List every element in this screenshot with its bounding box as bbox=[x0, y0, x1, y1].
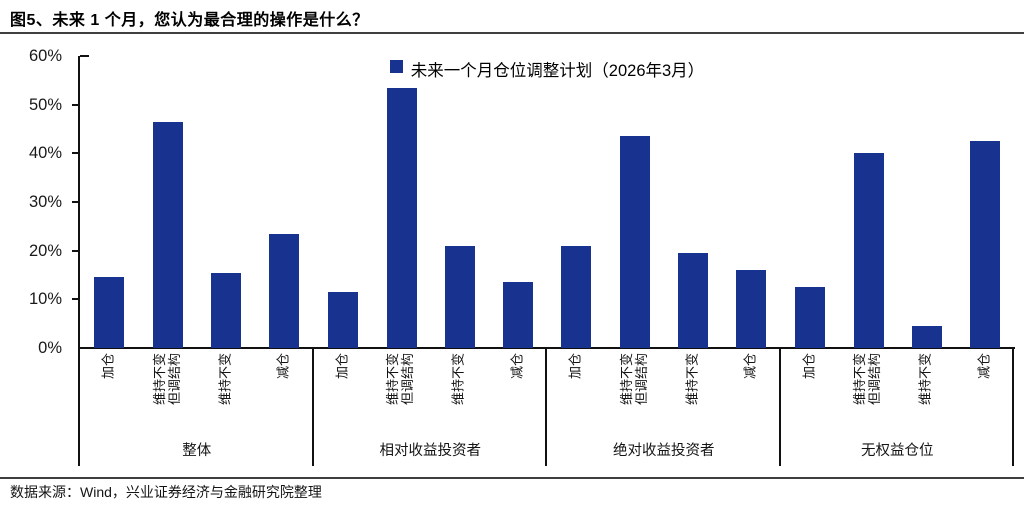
group-separator bbox=[1012, 348, 1014, 466]
x-category-label: 维持不变 bbox=[217, 353, 233, 406]
x-category-label: 减仓 bbox=[976, 353, 992, 380]
bar bbox=[911, 326, 942, 348]
x-category-label: 维持不变 但调结构 bbox=[385, 353, 416, 406]
group-separator bbox=[778, 348, 781, 466]
x-category-label: 维持不变 但调结构 bbox=[151, 353, 182, 406]
y-tick-label: 40% bbox=[28, 144, 62, 163]
x-label-group-3: 加仓 维持不变 但调结构 维持不变 减仓绝对收益投资者 bbox=[547, 350, 781, 466]
x-category-label: 维持不变 但调结构 bbox=[852, 353, 883, 406]
x-category-label: 减仓 bbox=[509, 353, 525, 380]
chart-legend: 未来一个月仓位调整计划（2026年3月） bbox=[80, 57, 1014, 81]
x-category-label: 加仓 bbox=[801, 353, 817, 380]
bar bbox=[269, 234, 299, 348]
x-group-label: 整体 bbox=[182, 443, 212, 459]
group-separator bbox=[545, 348, 547, 466]
x-label-group-1: 加仓 维持不变 但调结构 维持不变 减仓整体 bbox=[80, 350, 314, 466]
y-tick bbox=[72, 152, 80, 155]
bar bbox=[386, 88, 417, 348]
bar bbox=[502, 282, 533, 348]
y-tick bbox=[72, 249, 80, 252]
x-group-label: 相对收益投资者 bbox=[379, 443, 482, 459]
bar-group-4 bbox=[781, 56, 1015, 348]
legend-swatch-icon bbox=[389, 60, 403, 73]
x-category-label: 维持不变 但调结构 bbox=[618, 353, 649, 406]
y-tick-label: 10% bbox=[28, 290, 62, 309]
y-tick bbox=[72, 103, 80, 106]
bar bbox=[211, 273, 241, 348]
x-category-label: 维持不变 bbox=[450, 353, 466, 406]
bar bbox=[678, 253, 708, 348]
legend-label: 未来一个月仓位调整计划（2026年3月） bbox=[410, 62, 705, 80]
y-tick-label: 50% bbox=[28, 95, 62, 114]
y-axis-cap bbox=[80, 55, 89, 57]
bar-group-2 bbox=[314, 56, 548, 348]
y-axis-line bbox=[78, 56, 80, 350]
x-group-label: 绝对收益投资者 bbox=[613, 443, 715, 459]
x-category-label: 减仓 bbox=[742, 353, 758, 380]
x-label-group-2: 加仓 维持不变 但调结构 维持不变 减仓相对收益投资者 bbox=[314, 350, 548, 466]
x-category-label: 维持不变 bbox=[917, 353, 933, 406]
figure-title: 图5、未来 1 个月，您认为最合理的操作是什么？ bbox=[10, 12, 369, 29]
bar-group-3 bbox=[547, 56, 781, 348]
bar bbox=[853, 153, 884, 348]
bar bbox=[736, 270, 766, 348]
x-category-label: 加仓 bbox=[334, 353, 350, 380]
source-note: 数据来源：Wind，兴业证券经济与金融研究院整理 bbox=[10, 484, 322, 500]
y-tick-label: 0% bbox=[38, 339, 62, 357]
bar bbox=[94, 277, 124, 348]
y-tick bbox=[72, 201, 80, 203]
x-category-label: 维持不变 bbox=[684, 353, 700, 406]
x-category-label: 加仓 bbox=[567, 353, 583, 380]
x-category-label: 减仓 bbox=[275, 353, 291, 380]
y-tick-label: 30% bbox=[28, 193, 62, 211]
bar bbox=[620, 136, 650, 348]
y-tick-label: 20% bbox=[28, 241, 62, 260]
bar bbox=[444, 246, 475, 348]
bar-group-1 bbox=[80, 56, 314, 348]
title-divider bbox=[0, 32, 1024, 34]
bar bbox=[969, 141, 1000, 348]
group-separator bbox=[311, 348, 314, 466]
x-label-group-4: 加仓 维持不变 但调结构 维持不变 减仓无权益仓位 bbox=[781, 350, 1015, 466]
y-tick-label: 60% bbox=[28, 47, 62, 65]
x-group-label: 无权益仓位 bbox=[861, 443, 934, 459]
bar bbox=[561, 246, 591, 348]
bar bbox=[794, 287, 825, 348]
group-separator bbox=[78, 348, 80, 466]
bar bbox=[327, 292, 358, 348]
footer-divider bbox=[0, 477, 1024, 479]
bar bbox=[153, 122, 183, 348]
x-category-label: 加仓 bbox=[100, 353, 116, 380]
y-tick bbox=[72, 298, 80, 301]
